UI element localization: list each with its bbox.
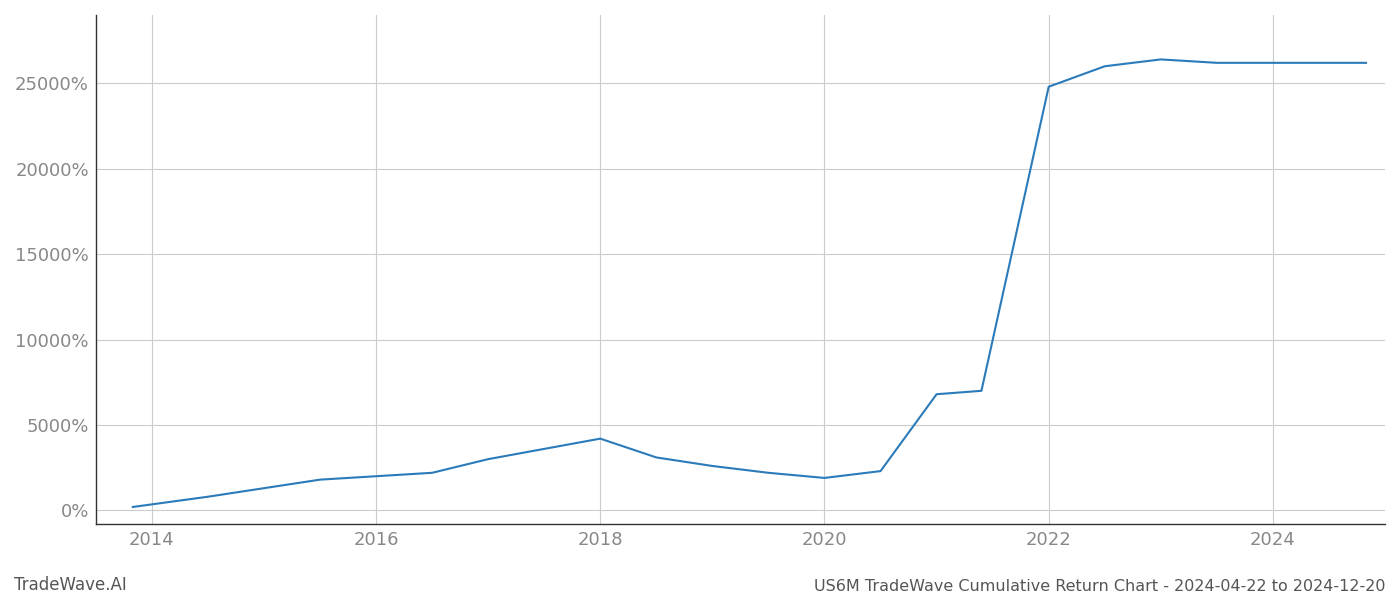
Text: US6M TradeWave Cumulative Return Chart - 2024-04-22 to 2024-12-20: US6M TradeWave Cumulative Return Chart -… [815, 579, 1386, 594]
Text: TradeWave.AI: TradeWave.AI [14, 576, 127, 594]
